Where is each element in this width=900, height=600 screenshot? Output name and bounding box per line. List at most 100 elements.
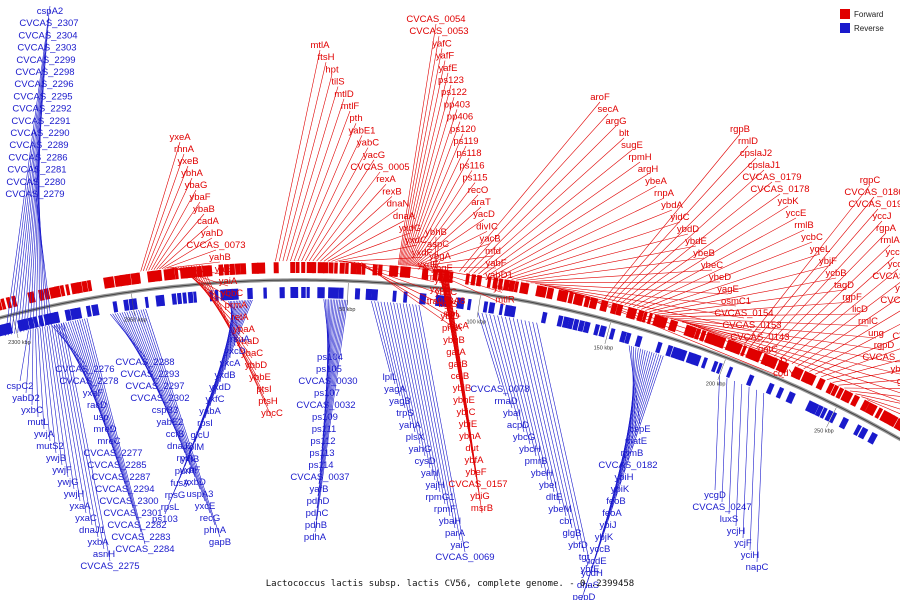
- reverse-gene-feature: [805, 400, 816, 414]
- gene-label-yaic: yaiC: [450, 540, 469, 551]
- reverse-gene-feature: [290, 287, 299, 298]
- gene-label-yahi: yahI: [421, 468, 439, 479]
- gene-leader-line: [390, 302, 421, 445]
- gene-leader-line: [305, 147, 369, 262]
- gene-leader-line: [412, 194, 479, 267]
- gene-label-cvcas_2278: CVCAS_2278: [59, 376, 118, 387]
- gene-leader-line: [487, 173, 649, 276]
- gene-label-yahg: yahG: [409, 444, 432, 455]
- gene-label-rexa: rexA: [376, 174, 396, 185]
- gene-leader-line: [820, 348, 900, 378]
- gene-leader-line: [861, 396, 900, 410]
- reverse-gene-feature: [857, 426, 869, 440]
- gene-leader-line: [549, 286, 753, 331]
- gene-leader-line: [434, 236, 437, 269]
- forward-gene-feature: [290, 262, 296, 273]
- gene-label-aspc: aspC: [427, 239, 449, 250]
- gene-label-cvcas_0143: CVCAS_0143: [730, 332, 789, 343]
- reverse-gene-feature: [572, 318, 580, 331]
- gene-leader-line: [459, 101, 601, 272]
- gene-leader-line: [628, 205, 789, 307]
- gene-label-ycjh: ycjH: [727, 526, 746, 537]
- gene-label-cvcas_2275: CVCAS_2275: [80, 561, 139, 572]
- gene-label-pdhc: pdhC: [306, 508, 329, 519]
- reverse-gene-feature: [171, 293, 177, 305]
- reverse-gene-feature: [333, 287, 339, 299]
- reverse-gene-feature: [338, 287, 344, 299]
- forward-gene-feature: [317, 262, 325, 274]
- gene-label-ybde: ybdE: [685, 236, 707, 247]
- reverse-gene-feature: [488, 302, 496, 314]
- gene-label-dnaa: dnaA: [393, 211, 416, 222]
- gene-label-cvcas_0182: CVCAS_0182: [598, 460, 657, 471]
- gene-label-ung: ung: [868, 328, 884, 339]
- gene-label-cvcas_0032: CVCAS_0032: [296, 400, 355, 411]
- gene-label-cvcas_2279: CVCAS_2279: [5, 189, 64, 200]
- gene-label-ybfe: ybfE: [580, 564, 599, 575]
- gene-label-ybab: ybaB: [193, 204, 215, 215]
- gene-label-cvcas_0078: CVCAS_0078: [470, 384, 529, 395]
- legend-label-forward: Forward: [854, 10, 883, 19]
- gene-leader-line: [198, 264, 269, 407]
- gene-leader-line: [653, 277, 837, 314]
- gene-leader-line: [393, 302, 426, 457]
- reverse-gene-feature: [577, 320, 585, 332]
- gene-leader-line: [145, 165, 189, 271]
- gene-label-divic: divIC: [476, 221, 498, 232]
- gene-label-pp406: pp406: [447, 112, 473, 123]
- gene-leader-line: [148, 177, 193, 271]
- gene-label-cvcas_0247: CVCAS_0247: [692, 502, 751, 513]
- gene-label-cpslaj1: cpslaJ1: [748, 160, 780, 171]
- gene-label-mate: matE: [625, 436, 647, 447]
- gene-leader-line: [482, 161, 641, 275]
- gene-label-yaga: yagA: [384, 384, 406, 395]
- gene-leader-line: [422, 266, 506, 305]
- gene-leader-line: [81, 319, 138, 521]
- gene-label-yxca: yxcA: [220, 358, 241, 369]
- gene-label-rmad: rmaD: [494, 396, 517, 407]
- gene-label-cpslaj2: cpslaJ2: [740, 148, 772, 159]
- gene-leader-line: [756, 208, 879, 350]
- gene-label-ybag: ybaG: [185, 180, 208, 191]
- gene-leader-line: [275, 49, 321, 262]
- forward-gene-feature: [168, 268, 176, 280]
- gene-label-tagd: tagD: [834, 280, 854, 291]
- gene-label-ycci: yccI: [886, 247, 900, 258]
- forward-gene-feature: [508, 280, 516, 292]
- gene-label-osmc1: osmC1: [721, 296, 751, 307]
- reverse-gene-feature: [123, 299, 130, 311]
- gene-label-reco: recO: [468, 185, 489, 196]
- gene-label-rmlb: rmlB: [794, 220, 814, 231]
- gene-leader-line: [42, 327, 57, 454]
- gene-label-rgpf: rgpF: [842, 292, 862, 303]
- gene-leader-line: [140, 309, 211, 514]
- gene-leader-line: [318, 299, 342, 485]
- gene-leader-line: [34, 188, 52, 326]
- forward-gene-feature: [223, 264, 230, 276]
- gene-label-cvcas_2280: CVCAS_2280: [6, 177, 65, 188]
- gene-leader-line: [418, 304, 466, 553]
- forward-gene-feature: [273, 262, 279, 274]
- gene-label-rgpb: rgpB: [730, 124, 750, 135]
- gene-leader-line: [72, 320, 122, 473]
- gene-leader-line: [661, 301, 853, 316]
- gene-leader-line: [506, 221, 681, 279]
- reverse-gene-feature: [279, 287, 285, 299]
- gene-label-prea: preA: [442, 323, 463, 334]
- gene-leader-line: [400, 48, 443, 266]
- gene-label-hpt: hpt: [325, 64, 339, 75]
- gene-leader-line: [505, 316, 543, 469]
- forward-gene-feature: [780, 361, 790, 374]
- gene-label-yabe1: yabE1: [349, 125, 376, 136]
- gene-label-yabd1: yabD1: [485, 270, 512, 281]
- gene-leader-line: [374, 301, 396, 385]
- gene-leader-line: [39, 327, 51, 442]
- reverse-gene-feature: [6, 322, 14, 334]
- gene-label-cvcas_2285: CVCAS_2285: [87, 460, 146, 471]
- gene-leader-line: [445, 269, 477, 478]
- gene-leader-line: [838, 379, 900, 386]
- reverse-gene-feature: [680, 350, 688, 362]
- gene-label-yxbc: yxbC: [21, 405, 43, 416]
- reverse-gene-feature: [456, 297, 465, 310]
